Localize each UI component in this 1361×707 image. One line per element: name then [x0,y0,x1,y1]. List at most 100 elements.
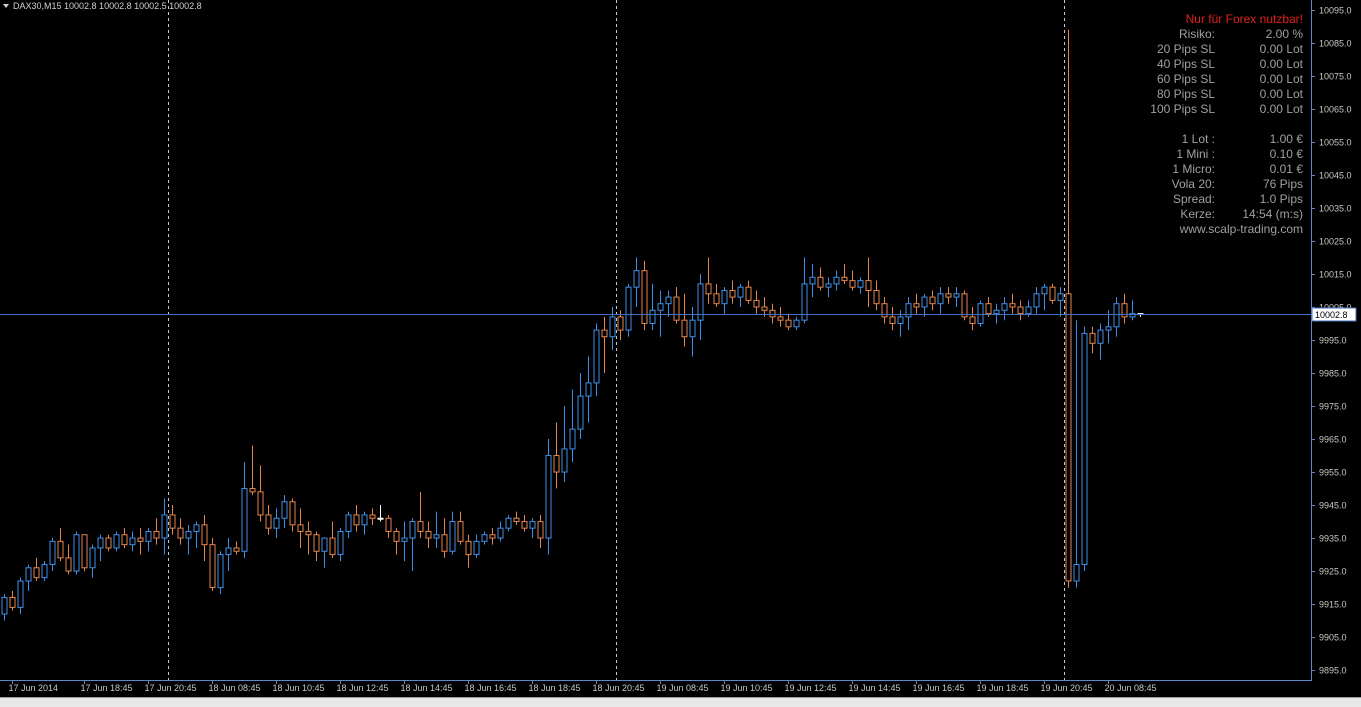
candle-body [1113,303,1120,328]
candle [401,521,408,562]
candle [137,528,144,555]
candle-body [545,455,552,539]
window-bottom-edge [0,697,1361,707]
panel-spacer [1143,117,1303,132]
day-separators [168,0,1065,680]
candle [753,290,760,314]
candle-body [201,524,208,546]
candle-body [801,283,808,321]
candle [1,594,8,621]
candle-body [449,521,456,552]
candle [289,498,296,532]
info-row-value: 1.00 € [1269,132,1303,146]
candle [1049,283,1056,304]
axes [0,0,1312,681]
info-row-label: 20 Pips SL [1156,42,1215,56]
x-tick-label: 17 Jun 20:45 [145,683,197,693]
candle [377,505,384,522]
x-tick-label: 18 Jun 14:45 [401,683,453,693]
candle-body [649,309,656,324]
candle [489,528,496,545]
candle-body [481,534,488,542]
candle [9,590,16,611]
candle [961,290,968,321]
candle-body [473,540,480,556]
candle [881,297,888,324]
candles [1,29,1144,621]
candle [801,257,808,324]
candle [81,534,88,572]
info-row-label: 100 Pips SL [1150,102,1215,116]
candle-body [465,540,472,556]
website-link[interactable]: www.scalp-trading.com [1179,222,1303,236]
candle-body [1105,326,1112,331]
candle-body [1049,286,1056,301]
candle [161,498,168,555]
candle [281,495,288,529]
candle [145,528,152,552]
candle [625,283,632,337]
info-row: Kerze: 14:54 (m:s) [1143,207,1303,222]
y-tick-label: 10075.0 [1319,72,1352,82]
candle [945,287,952,304]
x-tick-label: 18 Jun 16:45 [465,683,517,693]
candle-body [345,514,352,532]
candle [273,508,280,539]
candle-body [593,329,600,384]
y-tick-label: 9915.0 [1319,600,1347,610]
dropdown-triangle-icon[interactable] [3,4,9,8]
info-row-value: 0.00 Lot [1259,102,1303,116]
candle [529,518,536,539]
candle [153,518,160,545]
candle-body [681,319,688,338]
candle [305,521,312,555]
candle [617,310,624,340]
candle [913,293,920,314]
info-row-label: 80 Pips SL [1156,87,1215,101]
candle [505,514,512,532]
candle [969,306,976,331]
candle [937,287,944,314]
x-tick-label: 19 Jun 12:45 [785,683,837,693]
candle [345,511,352,539]
x-tick-label: 19 Jun 10:45 [721,683,773,693]
candle [265,505,272,535]
candle-body [257,491,264,516]
candle [809,264,816,298]
candle [785,313,792,331]
candle-body [689,319,696,338]
candle-body [833,276,840,285]
candle [473,534,480,558]
info-row-value: 1.0 Pips [1259,192,1303,206]
info-row: Spread: 1.0 Pips [1143,192,1303,207]
info-row-label: 1 Lot : [1181,132,1215,146]
candle-body [585,382,592,397]
candle [369,508,376,525]
candle [1001,297,1008,321]
candle [1017,300,1024,321]
chart-title-text: DAX30,M15 10002.8 10002.8 10002.5 10002.… [13,1,202,11]
candle [313,531,320,562]
candle-body [281,501,288,519]
candle [225,538,232,572]
candle [849,270,856,291]
candle [441,518,448,558]
candle [521,514,528,532]
candle [729,280,736,304]
candle [681,293,688,347]
candle [633,257,640,307]
candle [1089,326,1096,354]
candle [1113,297,1120,337]
candle-body [217,554,224,589]
candle [297,508,304,548]
info-row: 80 Pips SL 0.00 Lot [1143,87,1303,102]
y-tick-label: 10095.0 [1319,6,1352,16]
candle-body [273,517,280,529]
candle [17,577,24,614]
candle-body [937,293,944,305]
candle-body [313,534,320,552]
candle [49,538,56,572]
x-tick-label: 18 Jun 12:45 [337,683,389,693]
info-row: 20 Pips SL 0.00 Lot [1143,42,1303,57]
